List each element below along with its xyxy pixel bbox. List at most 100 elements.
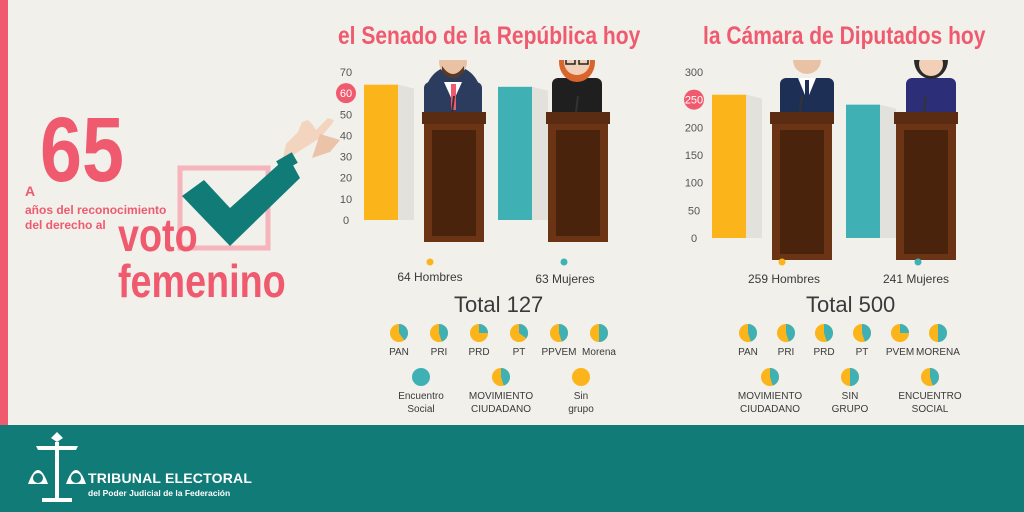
podium [770, 95, 834, 260]
y-tick-label: 40 [340, 130, 352, 142]
party-name: MORENA [916, 347, 960, 358]
headline-subtitle: años del reconocimiento del derecho al [25, 203, 166, 233]
party-legend-item: PT [817, 323, 907, 359]
party-legend-item: MOVIMIENTO CIUDADANO [456, 367, 546, 416]
chamber-chart: 0 50 100 150 200 250 300 [684, 60, 958, 260]
bar-hombres [712, 94, 746, 238]
party-legend-item: ENCUENTRO SOCIAL [885, 367, 975, 416]
party-share-pie-icon [929, 324, 947, 342]
hand-icon [276, 118, 340, 172]
party-share-pie-icon [550, 324, 568, 342]
senate-men-dot [426, 258, 434, 266]
party-share-pie-icon [492, 368, 510, 386]
headline-subtitle-line1: años del reconocimiento [25, 203, 167, 217]
y-tick-label: 10 [340, 194, 352, 206]
chamber-women-label: 241 Mujeres [882, 272, 950, 286]
senate-total: Total 127 [454, 292, 544, 317]
brand-subtitle: del Poder Judicial de la Federación [88, 488, 231, 498]
party-share-pie-icon [510, 324, 528, 342]
party-share-pie-icon [412, 368, 430, 386]
party-name: GRUPO [831, 404, 869, 415]
bar-shadow [532, 86, 548, 220]
party-name: PPVEM [541, 347, 577, 358]
senate-women-dot [560, 258, 568, 266]
headline-subtitle-line2: del derecho al [25, 218, 106, 232]
bar-mujeres [846, 104, 880, 238]
party-legend-item: Sin grupo [536, 367, 626, 416]
bar-shadow [746, 94, 762, 238]
party-share-pie-icon [921, 368, 939, 386]
party-share-pie-icon [853, 324, 871, 342]
bar-shadow [880, 104, 896, 238]
bar-mujeres [498, 86, 532, 220]
tribunal-brand: TRIBUNAL ELECTORAL del Poder Judicial de… [88, 470, 252, 498]
senate-title: el Senado de la República hoy [338, 22, 641, 50]
party-legend-item: PRD [434, 323, 524, 359]
party-share-pie-icon [761, 368, 779, 386]
y-tick-label: 30 [340, 152, 352, 164]
y-tick-label: 100 [685, 178, 703, 190]
y-tick-label: 60 [340, 88, 352, 100]
y-tick-label: 300 [685, 67, 703, 79]
party-share-pie-icon [590, 324, 608, 342]
party-share-pie-icon [572, 368, 590, 386]
party-name: SIN [841, 391, 859, 402]
chamber-men-label: 259 Hombres [747, 272, 821, 286]
party-name: PRD [813, 347, 835, 358]
party-legend-item: PT [474, 323, 564, 359]
party-name: MOVIMIENTO [737, 391, 803, 402]
brand-name: TRIBUNAL ELECTORAL [88, 470, 253, 486]
bar-hombres [364, 84, 398, 220]
party-share-pie-icon [777, 324, 795, 342]
y-tick-label: 70 [340, 67, 352, 79]
party-legend-item: SIN GRUPO [805, 367, 895, 416]
chamber-women-dot [914, 258, 922, 266]
party-name: grupo [568, 404, 594, 415]
party-name: CIUDADANO [470, 404, 531, 415]
y-tick-label: 0 [343, 215, 349, 227]
podium [546, 95, 610, 242]
headline-word-femenino: femenino [118, 255, 286, 307]
party-name: CIUDADANO [739, 404, 800, 415]
party-name: SOCIAL [911, 404, 949, 415]
tick-highlight [684, 89, 704, 110]
y-tick-label: 50 [688, 205, 700, 217]
party-name: MOVIMIENTO [468, 391, 534, 402]
y-tick-label: 150 [685, 150, 703, 162]
party-share-pie-icon [390, 324, 408, 342]
bar-shadow [398, 84, 414, 220]
woman-deputy-illustration [906, 60, 956, 120]
party-legend-item: PRI [741, 323, 831, 359]
party-name: Morena [582, 347, 616, 358]
man-deputy-illustration [780, 60, 834, 120]
party-legend-item: PRI [394, 323, 484, 359]
checkbox-vote-illustration [177, 118, 340, 251]
headline-number: 65 [40, 99, 124, 201]
party-name: PRI [777, 347, 795, 358]
party-share-pie-icon [470, 324, 488, 342]
y-tick-label: 50 [340, 109, 352, 121]
party-share-pie-icon [430, 324, 448, 342]
party-name: PRI [430, 347, 448, 358]
footer-bar [0, 425, 1024, 512]
party-share-pie-icon [815, 324, 833, 342]
left-accent-stripe [0, 0, 8, 425]
party-legend-item: PAN [354, 323, 444, 359]
party-name: PT [512, 347, 526, 358]
party-legend-item: Encuentro Social [376, 367, 466, 416]
headline-prefix: A [25, 183, 36, 199]
party-legend-item: PPVEM [514, 323, 604, 359]
party-legend-item: PRD [779, 323, 869, 359]
y-tick-label: 20 [340, 173, 352, 185]
party-name: PRD [468, 347, 490, 358]
headline-word-voto: voto [118, 209, 198, 261]
party-share-pie-icon [891, 324, 909, 342]
party-legend-item: MORENA [893, 323, 983, 359]
party-name: Encuentro [398, 391, 444, 402]
chamber-total: Total 500 [806, 292, 896, 317]
party-legend-item: PAN [703, 323, 793, 359]
party-legend-item: PVEM [855, 323, 945, 359]
party-name: ENCUENTRO [898, 391, 962, 402]
party-legend-item: MOVIMIENTO CIUDADANO [725, 367, 815, 416]
checkmark-icon [182, 156, 300, 246]
